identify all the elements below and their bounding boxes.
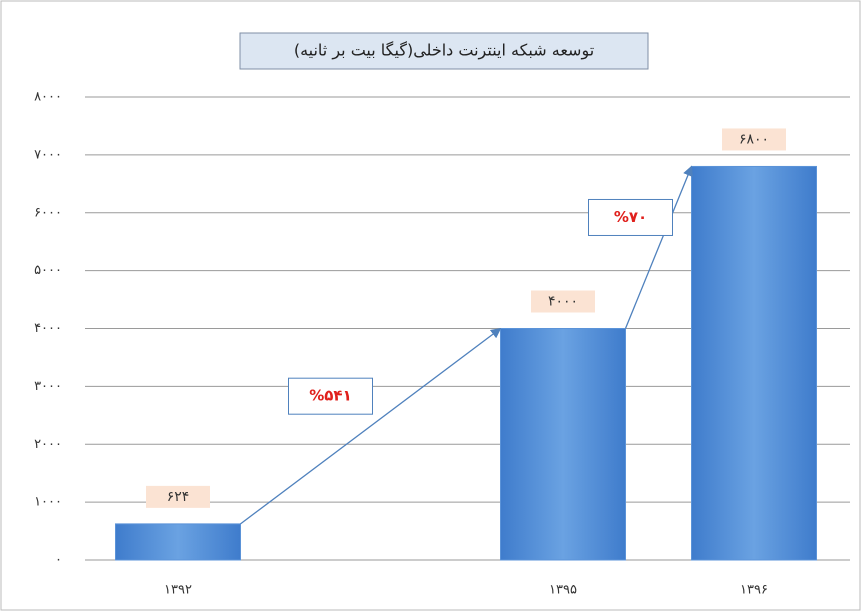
- value-label-box: [146, 485, 210, 508]
- y-tick-label: ۸۰۰۰: [34, 90, 62, 105]
- y-tick-label: ۰: [55, 553, 62, 568]
- y-tick-label: ۷۰۰۰: [34, 147, 62, 162]
- x-tick-label: ۱۳۹۶: [740, 583, 768, 598]
- y-tick-label: ۱۰۰۰: [34, 495, 62, 510]
- annotation-box: [288, 377, 373, 415]
- y-tick-label: ۳۰۰۰: [34, 379, 62, 394]
- y-tick-label: ۲۰۰۰: [34, 437, 62, 452]
- bar: [500, 328, 626, 561]
- arrow: [240, 327, 502, 525]
- chart-title: توسعه شبکه اینترنت داخلی(گیگا بیت بر ثان…: [294, 41, 594, 61]
- value-label: ۴۰۰۰: [548, 294, 578, 310]
- bar: [115, 523, 241, 561]
- value-label: ۶۸۰۰: [739, 131, 769, 147]
- y-tick-label: ۴۰۰۰: [34, 321, 62, 336]
- annotation: %۷۰: [614, 208, 647, 226]
- x-tick-label: ۱۳۹۲: [164, 583, 192, 598]
- value-label: ۶۲۴: [167, 489, 190, 505]
- y-tick-label: ۶۰۰۰: [34, 205, 62, 220]
- x-tick-label: ۱۳۹۵: [549, 583, 577, 598]
- y-tick-label: ۵۰۰۰: [34, 263, 62, 278]
- title-box: [239, 32, 649, 70]
- annotation-box: [588, 198, 673, 236]
- value-label-box: [722, 128, 786, 151]
- bar: [691, 165, 817, 561]
- value-label-box: [531, 290, 595, 313]
- annotation: %۵۴۱: [309, 387, 352, 405]
- arrow: [624, 165, 693, 329]
